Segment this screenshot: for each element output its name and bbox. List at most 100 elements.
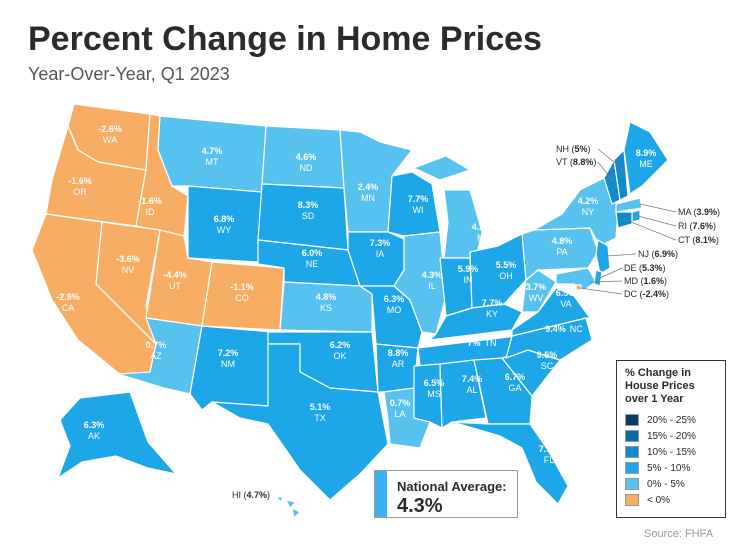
label-wa: -2.6% WA [98,124,122,145]
label-me: 8.9% ME [636,148,657,169]
state-dc [575,284,582,291]
state-ct [615,211,633,229]
callout-hi: HI (4.7%) [232,490,270,500]
national-average-value: 4.3% [397,495,443,517]
legend-item: 5% - 10% [625,460,717,476]
label-ak: 6.3% AK [84,420,105,441]
label-mn: 2.4% MN [358,182,379,203]
legend-item: 10% - 15% [625,444,717,460]
label-co: -1.1% CO [230,282,254,303]
callout-ma: MA (3.9%) [678,207,720,217]
legend-item: < 0% [625,492,717,508]
state-fl [451,421,569,505]
page-title: Percent Change in Home Prices [28,20,542,58]
label-tx: 5.1% TX [310,402,331,423]
legend-label: 5% - 10% [647,462,691,474]
legend-item: 20% - 25% [625,412,717,428]
legend-title-line: over 1 Year [625,393,684,405]
legend-swatch [625,462,639,474]
callout-nj: NJ (6.9%) [638,249,678,259]
label-mi: 4.2% MI [472,222,493,243]
callout-md: MD (1.6%) [624,276,667,286]
legend-label: 10% - 15% [647,446,696,458]
state-tx [211,343,389,501]
source-note: Source: FHFA [644,528,714,540]
legend-label: 20% - 25% [647,414,696,426]
state-ma [615,197,643,213]
label-id: -1.6% ID [138,196,162,217]
legend-item: 0% - 5% [625,476,717,492]
state-nj [595,239,611,275]
legend-label: 15% - 20% [647,430,696,442]
state-ks [279,281,373,333]
label-pa: 4.8% PA [552,236,573,257]
label-wv: 3.7% WV [526,282,547,303]
callout-de: DE (5.3%) [624,263,666,273]
state-mi-up [413,155,471,181]
label-nd: 4.6% ND [296,152,317,173]
callout-ri: RI (7.6%) [678,221,716,231]
legend-title-line: House Prices [625,380,695,392]
label-al: 7.4% AL [462,374,483,395]
legend-title: % Change in House Prices over 1 Year [625,367,717,406]
label-fl: 7.9% FL [539,444,560,465]
map-legend: % Change in House Prices over 1 Year 20%… [616,360,726,518]
callout-vt: VT (8.8%) [556,157,596,167]
callout-lines [579,148,677,295]
label-ar: 8.8% AR [388,348,409,369]
national-average-bar [375,471,387,517]
label-nv: -3.6% NV [116,254,140,275]
legend-swatch [625,478,639,490]
state-me [623,121,669,195]
state-al [439,359,487,429]
legend-label: 0% - 5% [647,478,685,490]
map-labels: -2.6% WA -1.6% OR -2.9% CA -1.6% ID -3.6% NV … [56,124,656,465]
state-wy [187,185,263,263]
label-az: 0.7% AZ [146,340,167,361]
label-il: 4.3% IL [422,270,443,291]
label-ut: -4.4% UT [163,270,187,291]
label-ks: 4.8% KS [316,292,337,313]
legend-swatch [625,414,639,426]
callout-dc: DC (-2.4%) [624,289,669,299]
label-ia: 7.3% IA [370,238,391,259]
state-md [555,267,597,291]
label-mo: 6.3% MO [384,294,405,315]
label-sd: 8.3% SD [298,200,319,221]
legend-title-line: % Change in [625,367,692,379]
label-ne: 6.0% NE [302,248,323,269]
state-ga [473,357,533,425]
label-nc: 9.4% NC [545,324,583,334]
legend-label: < 0% [647,494,671,506]
label-ca: -2.9% CA [56,292,80,313]
label-mt: 4.7% MT [202,146,223,167]
label-la: 0.7% LA [390,398,411,419]
label-ok: 6.2% OK [330,340,351,361]
label-sc: 9.5% SC [537,350,558,371]
label-or: -1.6% OR [68,176,92,197]
state-wi [387,171,441,237]
national-average-box: National Average: 4.3% [374,470,518,518]
legend-swatch [625,446,639,458]
national-average-label: National Average: [397,479,507,494]
label-ky: 7.7% KY [482,298,503,319]
label-in: 5.9% IN [458,264,479,285]
legend-item: 15% - 20% [625,428,717,444]
state-wv [521,269,557,313]
state-ms [413,363,443,429]
label-tn: 7% TN [467,338,496,348]
callout-nh: NH (5%) [556,144,591,154]
state-hi-1 [275,495,283,503]
label-ga: 6.7% GA [505,372,526,393]
state-ky [429,303,523,341]
state-ak [57,391,177,479]
state-hi-2 [285,499,297,509]
page-subtitle: Year-Over-Year, Q1 2023 [28,64,230,84]
label-wy: 6.8% WY [214,214,235,235]
label-oh: 5.5% OH [496,260,517,281]
state-il [393,231,447,335]
callout-ct: CT (8.1%) [678,235,719,245]
label-ms: 6.5% MS [424,378,445,399]
legend-swatch [625,430,639,442]
